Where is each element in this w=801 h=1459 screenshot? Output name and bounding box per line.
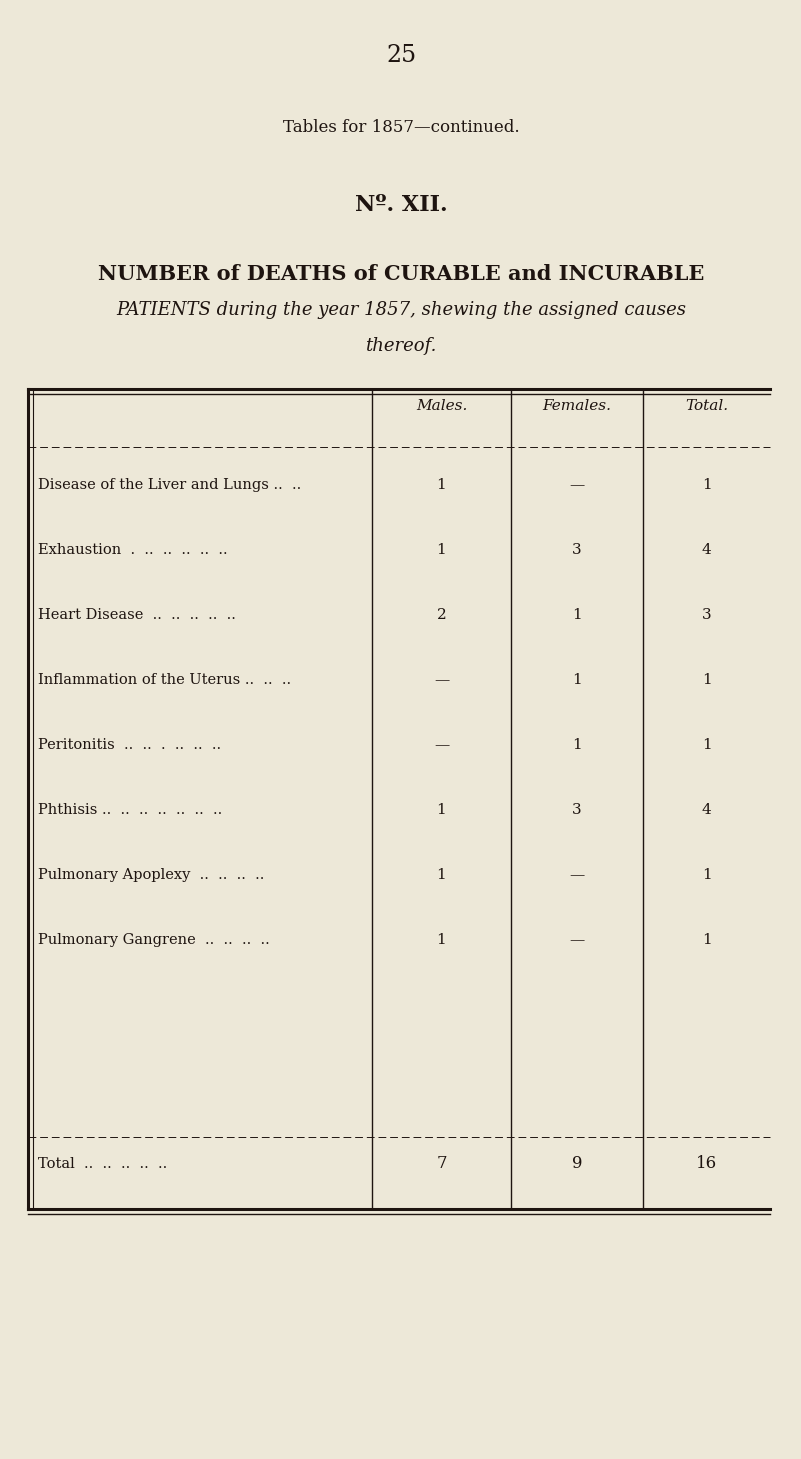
Text: Total  ..  ..  ..  ..  ..: Total .. .. .. .. ..	[38, 1157, 167, 1172]
Text: 1: 1	[702, 868, 711, 883]
Text: 1: 1	[572, 608, 582, 622]
Text: Phthisis ..  ..  ..  ..  ..  ..  ..: Phthisis .. .. .. .. .. .. ..	[38, 802, 222, 817]
Text: —: —	[570, 868, 585, 883]
Text: —: —	[434, 738, 449, 751]
Text: Pulmonary Apoplexy  ..  ..  ..  ..: Pulmonary Apoplexy .. .. .. ..	[38, 868, 264, 883]
Text: 1: 1	[437, 802, 446, 817]
Text: Disease of the Liver and Lungs ..  ..: Disease of the Liver and Lungs .. ..	[38, 479, 301, 492]
Text: Total.: Total.	[685, 398, 728, 413]
Text: 1: 1	[702, 932, 711, 947]
Text: 1: 1	[572, 673, 582, 687]
Text: 1: 1	[437, 543, 446, 557]
Text: 1: 1	[702, 479, 711, 492]
Text: 1: 1	[437, 932, 446, 947]
Text: Females.: Females.	[542, 398, 611, 413]
Text: Exhaustion  .  ..  ..  ..  ..  ..: Exhaustion . .. .. .. .. ..	[38, 543, 227, 557]
Text: 3: 3	[702, 608, 711, 622]
Text: 1: 1	[437, 479, 446, 492]
Text: NUMBER of DEATHS of CURABLE and INCURABLE: NUMBER of DEATHS of CURABLE and INCURABL…	[98, 264, 704, 285]
Text: Tables for 1857—continued.: Tables for 1857—continued.	[283, 120, 519, 136]
Text: 2: 2	[437, 608, 446, 622]
Text: 1: 1	[702, 673, 711, 687]
Text: 4: 4	[702, 802, 711, 817]
Text: 3: 3	[572, 802, 582, 817]
Text: 1: 1	[437, 868, 446, 883]
Text: Peritonitis  ..  ..  .  ..  ..  ..: Peritonitis .. .. . .. .. ..	[38, 738, 221, 751]
Text: 25: 25	[386, 44, 416, 67]
Text: —: —	[570, 932, 585, 947]
Text: Pulmonary Gangrene  ..  ..  ..  ..: Pulmonary Gangrene .. .. .. ..	[38, 932, 270, 947]
Text: 1: 1	[702, 738, 711, 751]
Text: 1: 1	[572, 738, 582, 751]
Text: —: —	[570, 479, 585, 492]
Text: Inflammation of the Uterus ..  ..  ..: Inflammation of the Uterus .. .. ..	[38, 673, 291, 687]
Text: 9: 9	[572, 1156, 582, 1173]
Text: Heart Disease  ..  ..  ..  ..  ..: Heart Disease .. .. .. .. ..	[38, 608, 235, 622]
Text: 7: 7	[437, 1156, 447, 1173]
Text: —: —	[434, 673, 449, 687]
Text: PATIENTS during the year 1857, shewing the assigned causes: PATIENTS during the year 1857, shewing t…	[116, 301, 686, 320]
Text: 3: 3	[572, 543, 582, 557]
Text: 16: 16	[696, 1156, 717, 1173]
Text: Nº. XII.: Nº. XII.	[355, 194, 447, 216]
Text: thereof.: thereof.	[365, 337, 437, 355]
Text: 4: 4	[702, 543, 711, 557]
Text: Males.: Males.	[416, 398, 467, 413]
